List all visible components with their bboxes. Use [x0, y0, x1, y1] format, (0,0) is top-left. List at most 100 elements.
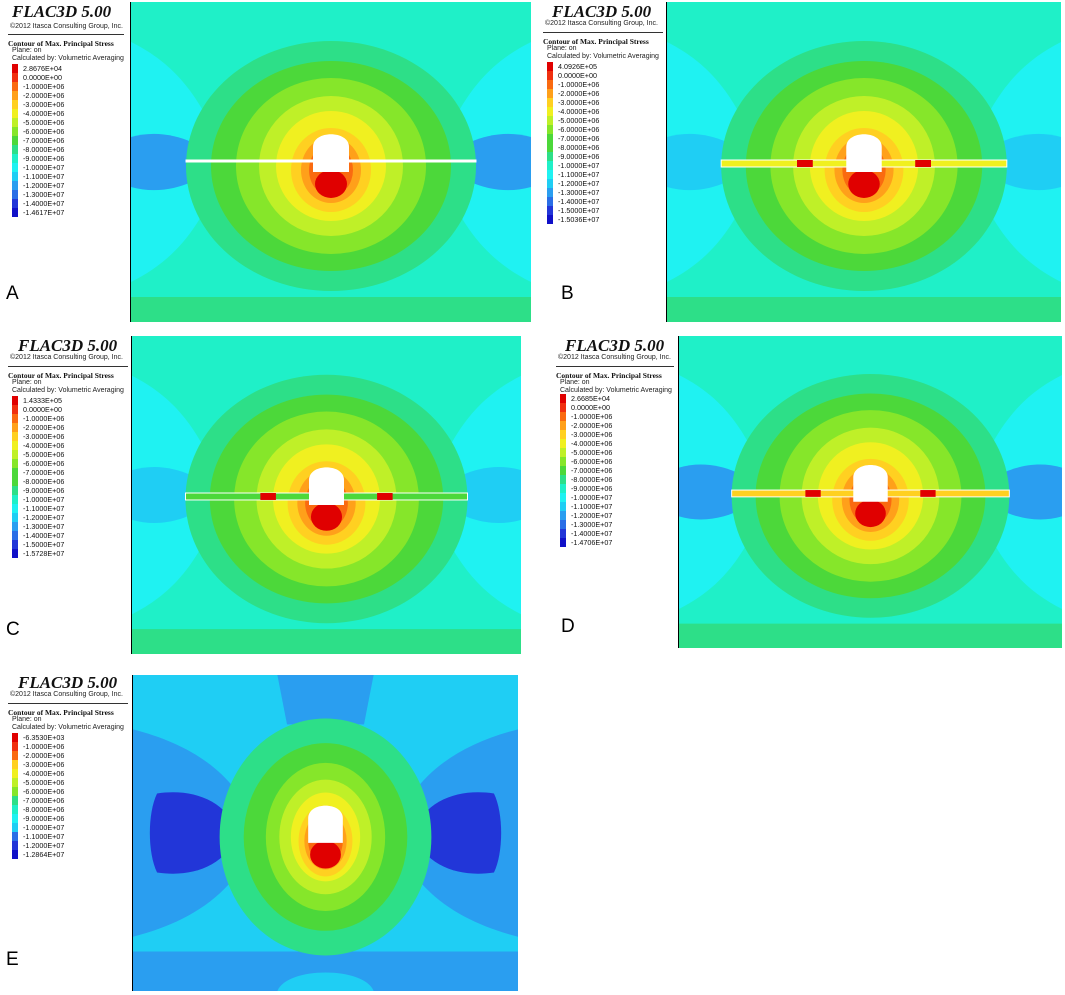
legend-swatch	[12, 787, 18, 796]
legend-value: -8.0000E+06	[23, 477, 65, 486]
legend-value: -1.0000E+07	[23, 163, 65, 172]
legend-swatch	[12, 513, 18, 522]
legend-value: -1.0000E+06	[23, 414, 65, 423]
legend-value: 2.6685E+04	[571, 394, 610, 403]
legend-value: -9.0000E+06	[558, 152, 600, 161]
pillar-hotspot-right	[377, 493, 393, 500]
legend-value: -8.0000E+06	[558, 143, 600, 152]
legend-swatch	[12, 778, 18, 787]
legend-value: 0.0000E+00	[571, 403, 610, 412]
legend-swatch	[12, 477, 18, 486]
contour-svg	[131, 2, 531, 322]
legend-swatch	[547, 170, 553, 179]
legend-value: -1.0000E+07	[23, 495, 65, 504]
legend-value: -9.0000E+06	[23, 154, 65, 163]
plane-status: Plane: on	[12, 379, 42, 386]
contour-title: Contour of Max. Principal Stress	[543, 37, 649, 46]
pillar-hotspot-left	[805, 490, 821, 497]
legend-swatch	[12, 823, 18, 832]
legend-swatch	[560, 511, 566, 520]
bottom-band	[132, 629, 521, 654]
legend-swatch	[547, 107, 553, 116]
pillar-hotspot-right	[920, 490, 936, 497]
contour-title: Contour of Max. Principal Stress	[8, 39, 114, 48]
plane-status: Plane: on	[12, 716, 42, 723]
legend-swatch	[560, 412, 566, 421]
legend-swatch	[547, 143, 553, 152]
legend-swatch	[12, 441, 18, 450]
legend-swatch	[12, 760, 18, 769]
legend-swatch	[12, 396, 18, 405]
legend-value: -1.0000E+07	[23, 823, 65, 832]
legend-value: -5.0000E+06	[23, 118, 65, 127]
plane-status: Plane: on	[547, 45, 577, 52]
stress-contour-plot	[666, 2, 1061, 322]
legend-swatch	[12, 850, 18, 859]
copyright-text: ©2012 Itasca Consulting Group, Inc.	[558, 354, 671, 361]
panel-label: D	[561, 616, 575, 637]
legend-swatch	[12, 432, 18, 441]
calculation-method: Calculated by: Volumetric Averaging	[560, 387, 672, 394]
legend-swatch	[547, 179, 553, 188]
legend-value: -3.0000E+06	[23, 432, 65, 441]
contour-title: Contour of Max. Principal Stress	[8, 371, 114, 380]
legend-swatch	[12, 163, 18, 172]
legend-value: -7.0000E+06	[23, 468, 65, 477]
legend-swatch	[12, 841, 18, 850]
bottom-zone	[133, 951, 518, 991]
legend-swatch	[12, 733, 18, 742]
divider	[8, 34, 124, 35]
legend-value: -1.4000E+07	[23, 199, 65, 208]
contour-title: Contour of Max. Principal Stress	[8, 708, 114, 717]
software-title: FLAC3D 5.00	[552, 2, 652, 21]
copyright-text: ©2012 Itasca Consulting Group, Inc.	[10, 354, 123, 361]
legend-value: -1.3000E+07	[23, 522, 65, 531]
legend-swatch	[547, 71, 553, 80]
legend-value: -1.4000E+07	[558, 197, 600, 206]
legend-value: -6.3530E+03	[23, 733, 65, 742]
legend-value: -4.0000E+06	[571, 439, 613, 448]
legend-swatch	[12, 459, 18, 468]
legend-value: 0.0000E+00	[558, 71, 597, 80]
max-stress-zone	[310, 502, 343, 531]
legend-value: -1.4000E+07	[23, 531, 65, 540]
legend-value: -8.0000E+06	[23, 145, 65, 154]
legend-value: 0.0000E+00	[23, 73, 62, 82]
legend-value: -1.3000E+07	[23, 190, 65, 199]
legend-value: -4.0000E+06	[558, 107, 600, 116]
legend-value: -1.3000E+07	[571, 520, 613, 529]
legend-value: 4.0926E+05	[558, 62, 597, 71]
legend-value: -1.4000E+07	[571, 529, 613, 538]
bottom-band	[679, 623, 1062, 648]
legend-value: -7.0000E+06	[23, 136, 65, 145]
legend-swatch	[547, 215, 553, 224]
legend-swatch	[547, 152, 553, 161]
left-lobe-core	[149, 792, 239, 874]
legend-value: -1.4617E+07	[23, 208, 65, 217]
legend-value: -1.2864E+07	[23, 850, 65, 859]
figure-panel-d: FLAC3D 5.00 ©2012 Itasca Consulting Grou…	[548, 334, 1065, 659]
legend-swatch	[12, 796, 18, 805]
calculation-method: Calculated by: Volumetric Averaging	[12, 724, 124, 731]
pillar-hotspot-right	[915, 160, 931, 167]
legend-swatch	[12, 814, 18, 823]
legend-value: -1.1000E+07	[23, 172, 65, 181]
legend-swatch	[12, 405, 18, 414]
legend-value: -8.0000E+06	[23, 805, 65, 814]
legend-value: -6.0000E+06	[558, 125, 600, 134]
legend-swatch	[547, 206, 553, 215]
legend-swatch	[12, 742, 18, 751]
software-title: FLAC3D 5.00	[18, 673, 118, 692]
legend-value: -1.2000E+07	[558, 179, 600, 188]
legend-swatch	[560, 529, 566, 538]
legend-swatch	[12, 522, 18, 531]
legend-value: -1.0000E+06	[23, 82, 65, 91]
legend-value: -1.0000E+07	[571, 493, 613, 502]
tunnel-opening	[313, 134, 349, 172]
legend-value: -5.0000E+06	[558, 116, 600, 125]
bottom-notch	[277, 972, 374, 991]
legend-value: -7.0000E+06	[23, 796, 65, 805]
legend-swatch	[12, 118, 18, 127]
legend-value: -5.0000E+06	[23, 450, 65, 459]
legend-swatch	[547, 89, 553, 98]
